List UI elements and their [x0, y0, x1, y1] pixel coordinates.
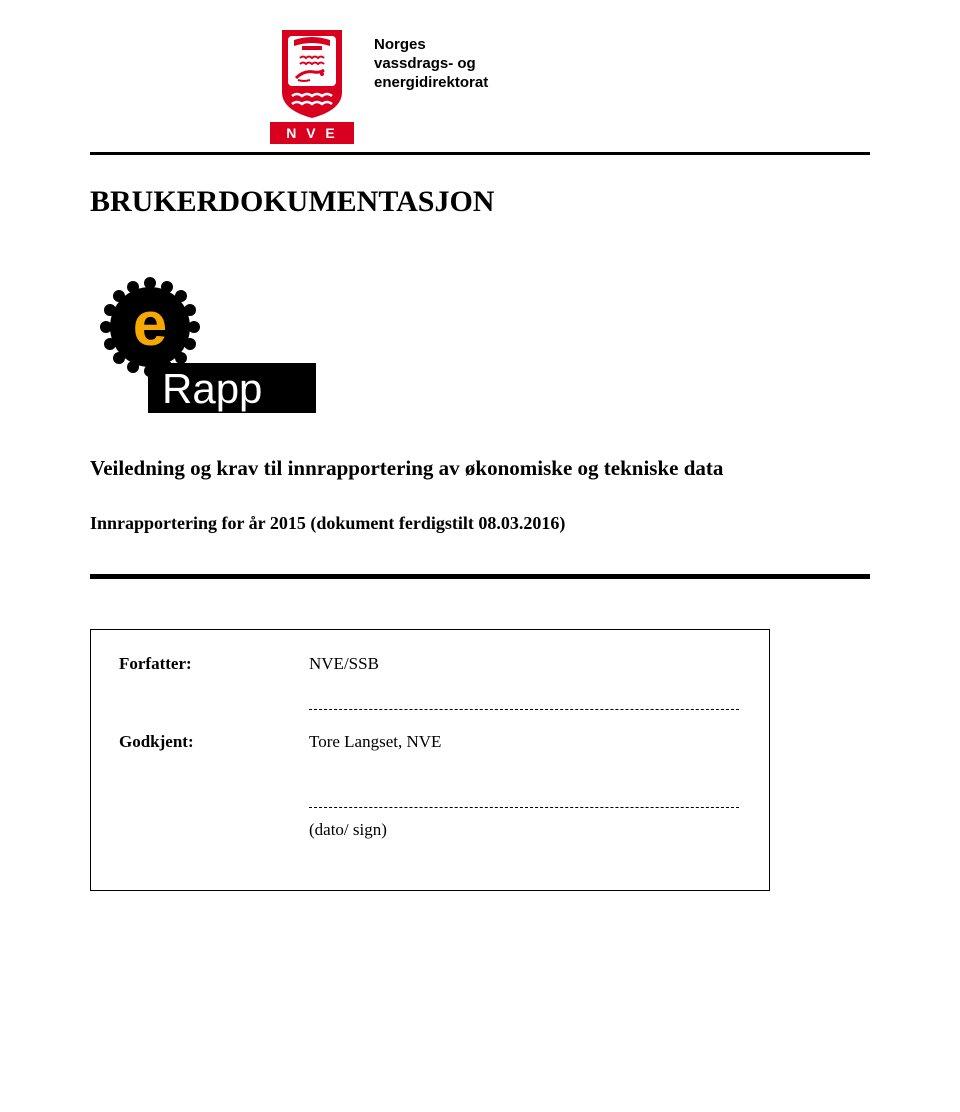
nve-logo-block: N V E [270, 30, 354, 144]
nve-crest-icon [272, 30, 352, 118]
org-line-3: energidirektorat [374, 74, 488, 93]
org-line-2: vassdrags- og [374, 55, 488, 74]
erapp-word: Rapp [162, 365, 262, 412]
forfatter-label: Forfatter: [119, 654, 309, 674]
organization-name: Norges vassdrags- og energidirektorat [374, 36, 488, 92]
document-title: BRUKERDOKUMENTASJON [90, 185, 870, 219]
nve-label: N V E [270, 122, 354, 144]
header: N V E Norges vassdrags- og energidirekto… [270, 30, 870, 144]
document-subtitle: Veiledning og krav til innrapportering a… [90, 454, 870, 483]
signature-line-2 [309, 807, 739, 808]
erapp-logo-icon: e Rapp [90, 269, 870, 424]
signature-line-1 [309, 709, 739, 710]
section-divider [90, 574, 870, 579]
erapp-letter: e [133, 290, 167, 359]
forfatter-value: NVE/SSB [309, 654, 379, 674]
org-line-1: Norges [374, 36, 488, 55]
header-divider [90, 152, 870, 155]
info-box: Forfatter: NVE/SSB Godkjent: Tore Langse… [90, 629, 770, 891]
forfatter-row: Forfatter: NVE/SSB [119, 654, 741, 674]
sign-label: (dato/ sign) [309, 820, 741, 840]
godkjent-label: Godkjent: [119, 732, 309, 752]
godkjent-value: Tore Langset, NVE [309, 732, 441, 752]
godkjent-row: Godkjent: Tore Langset, NVE [119, 732, 741, 752]
document-info: Innrapportering for år 2015 (dokument fe… [90, 513, 870, 534]
